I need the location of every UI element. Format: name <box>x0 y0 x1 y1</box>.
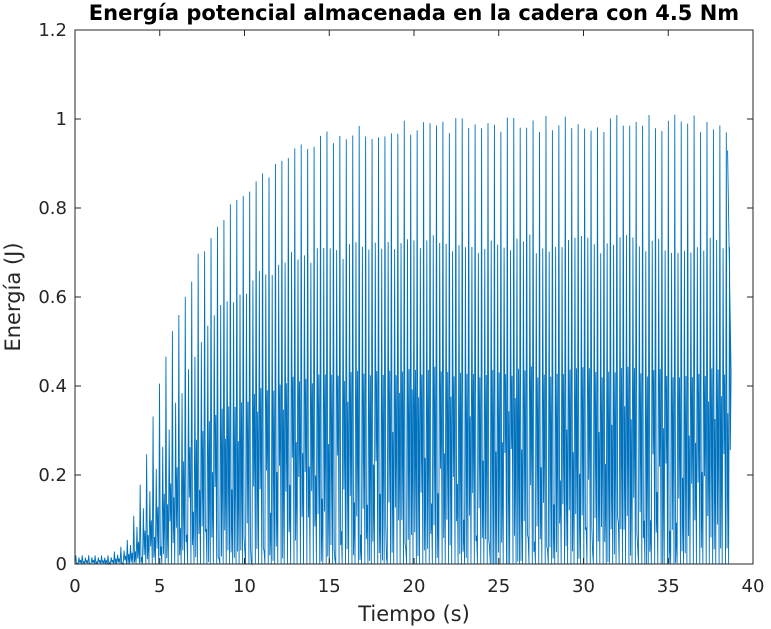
y-tick-label: 0 <box>56 554 67 575</box>
x-tick-label: 10 <box>233 576 256 597</box>
x-tick-label: 30 <box>572 576 595 597</box>
y-tick-label: 0.6 <box>38 287 67 308</box>
x-tick-label: 35 <box>657 576 680 597</box>
y-tick-label: 0.2 <box>38 465 67 486</box>
x-tick-label: 25 <box>487 576 510 597</box>
x-axis-label: Tiempo (s) <box>357 602 470 626</box>
y-tick-label: 1 <box>56 109 67 130</box>
x-tick-label: 40 <box>742 576 765 597</box>
y-tick-label: 0.8 <box>38 198 67 219</box>
x-tick-label: 20 <box>403 576 426 597</box>
x-tick-label: 15 <box>318 576 341 597</box>
chart-title: Energía potencial almacenada en la cader… <box>89 1 739 25</box>
y-tick-label: 1.2 <box>38 20 67 41</box>
y-ticks: 0 0.2 0.4 0.6 0.8 1 1.2 <box>38 20 753 575</box>
x-ticks: 0 5 10 15 20 25 30 35 40 <box>69 30 764 597</box>
x-tick-label: 0 <box>69 576 80 597</box>
x-tick-label: 5 <box>154 576 165 597</box>
y-axis-label: Energía (J) <box>1 242 25 351</box>
y-tick-label: 0.4 <box>38 376 67 397</box>
